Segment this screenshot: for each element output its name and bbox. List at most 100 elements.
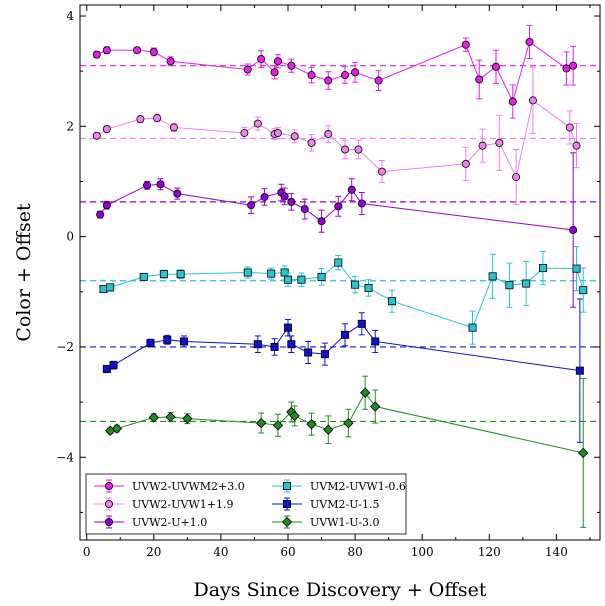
data-point	[324, 76, 333, 85]
data-point	[148, 412, 159, 423]
data-point	[146, 339, 155, 348]
data-point	[306, 419, 317, 430]
data-point	[572, 141, 581, 150]
data-point	[565, 123, 574, 132]
data-point	[508, 97, 517, 106]
data-point	[475, 75, 484, 84]
data-point	[163, 335, 172, 344]
data-point	[334, 258, 343, 267]
y-tick-label: 2	[66, 119, 74, 133]
data-point	[270, 68, 279, 77]
series-line	[96, 99, 577, 179]
series-line	[96, 41, 574, 103]
data-point	[354, 145, 363, 154]
series-group	[99, 246, 588, 345]
data-point	[270, 342, 279, 351]
data-point	[317, 272, 326, 281]
series-group	[96, 152, 578, 308]
data-point	[136, 115, 145, 124]
data-point	[283, 323, 292, 332]
legend-label: UVW2-U+1.0	[132, 516, 207, 529]
series-group	[92, 66, 581, 206]
legend-marker	[105, 518, 114, 527]
data-point	[139, 272, 148, 281]
data-point	[280, 192, 289, 201]
data-point	[297, 275, 306, 284]
x-tick-label: 120	[478, 545, 501, 559]
data-point	[260, 192, 269, 201]
data-point	[505, 281, 514, 290]
data-point	[243, 65, 252, 74]
x-axis-title: Days Since Discovery + Offset	[194, 579, 487, 601]
data-point	[578, 447, 589, 459]
data-point	[579, 286, 588, 295]
legend: UVW2-UVWM2+3.0 UVW2-UVW1+1.9 UVW2-U+1.0 UVM…	[85, 473, 407, 535]
y-axis-title: Color + Offset	[13, 203, 35, 342]
data-point	[488, 272, 497, 281]
data-point	[522, 279, 531, 288]
data-point	[341, 330, 350, 339]
data-point	[572, 264, 581, 273]
data-point	[461, 159, 470, 168]
legend-marker	[105, 481, 114, 490]
data-point	[371, 337, 380, 346]
data-point	[289, 410, 300, 422]
plot-frame	[79, 4, 601, 541]
data-point	[153, 114, 162, 123]
data-point	[179, 337, 188, 346]
legend-marker	[282, 481, 291, 490]
data-point	[111, 423, 123, 434]
data-point	[143, 181, 152, 190]
x-tick-label: 60	[280, 545, 295, 559]
data-point	[374, 76, 383, 85]
legend-marker	[105, 499, 114, 508]
data-point	[334, 202, 343, 211]
data-point	[569, 226, 578, 235]
data-point	[109, 361, 118, 370]
y-tick-label: −4	[56, 450, 74, 464]
series-group	[105, 375, 589, 528]
data-point	[267, 269, 276, 278]
y-tick-label: 0	[66, 230, 74, 244]
series-line	[103, 261, 584, 329]
data-point	[351, 68, 360, 77]
data-point	[341, 71, 350, 80]
data-point	[323, 424, 334, 435]
legend-label: UVM2-UVW1-0.6	[310, 480, 406, 493]
x-tick-label: 40	[213, 545, 228, 559]
data-point	[300, 205, 309, 214]
data-point	[370, 401, 381, 412]
data-point	[290, 132, 299, 141]
legend-marker	[281, 516, 293, 528]
data-point	[575, 366, 584, 375]
baselines	[80, 65, 600, 423]
legend-label: UVW1-U-3.0	[310, 516, 380, 529]
data-point	[255, 417, 267, 429]
data-point	[273, 57, 282, 66]
data-point	[307, 138, 316, 147]
data-point	[359, 387, 371, 398]
data-point	[166, 57, 175, 66]
data-point	[169, 123, 178, 132]
data-point	[272, 420, 284, 431]
data-point	[176, 270, 185, 279]
legend-label: UVW2-UVW1+1.9	[132, 498, 233, 511]
data-point	[159, 270, 168, 279]
data-point	[528, 96, 537, 105]
data-point	[240, 128, 249, 137]
data-point	[257, 55, 266, 64]
x-tick-label: 140	[545, 545, 568, 559]
data-point	[92, 131, 101, 140]
legend-box	[85, 473, 407, 535]
data-point	[317, 217, 326, 226]
data-point	[92, 50, 101, 59]
data-point	[283, 275, 292, 284]
data-point	[149, 47, 158, 56]
data-point	[102, 201, 111, 210]
data-point	[133, 46, 142, 55]
data-point	[491, 62, 500, 71]
data-point	[253, 340, 262, 349]
data-point	[357, 319, 366, 328]
data-point	[102, 365, 111, 374]
